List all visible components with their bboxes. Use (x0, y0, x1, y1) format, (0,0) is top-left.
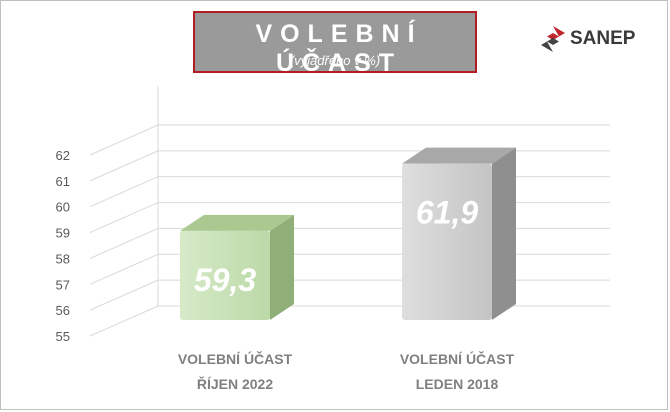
bar-side-face (270, 214, 294, 320)
bar-top-face (402, 147, 516, 164)
x-category-label: VOLEBNÍ ÚČAST LEDEN 2018 (377, 347, 537, 397)
bar-front-face (402, 163, 492, 320)
bar-top-face (180, 214, 294, 231)
chart-title: VOLEBNÍ ÚČAST (255, 20, 423, 77)
gridline-diagonal (89, 202, 159, 234)
x-category-label: VOLEBNÍ ÚČAST ŘÍJEN 2022 (155, 347, 315, 397)
gridline-diagonal (89, 305, 159, 337)
gridline-diagonal (89, 227, 159, 259)
x-category-label-line: VOLEBNÍ ÚČAST (177, 351, 293, 367)
y-tick-label: 57 (56, 277, 70, 292)
x-category-label-line: VOLEBNÍ ÚČAST (399, 351, 515, 367)
gridline-diagonal (89, 150, 159, 182)
y-tick-label: 55 (56, 329, 70, 344)
bar-2: 61,9 (402, 147, 516, 320)
gridline-diagonal (89, 279, 159, 311)
sanep-logo-text: SANEP (570, 28, 636, 49)
gridline-diagonal (89, 124, 159, 156)
chart-subtitle: (vyjádřeno v %) (289, 53, 381, 68)
gridline-diagonal (89, 176, 159, 208)
y-tick-label: 58 (56, 251, 70, 266)
gridline-diagonal (89, 253, 159, 285)
y-tick-label: 56 (56, 303, 70, 318)
chart-title-box: VOLEBNÍ ÚČAST (vyjádřeno v %) (193, 11, 477, 77)
bar-side-face (492, 147, 516, 320)
bar-front-face (180, 230, 270, 320)
sanep-logo-icon (541, 26, 565, 52)
y-tick-label: 60 (56, 200, 70, 215)
bar-value-label: 59,3 (194, 262, 256, 298)
bar-value-label: 61,9 (416, 195, 478, 231)
sanep-logo: SANEP (538, 24, 658, 56)
x-category-label-line: ŘÍJEN 2022 (196, 376, 274, 392)
y-tick-label: 59 (56, 226, 70, 241)
y-tick-label: 62 (56, 148, 70, 163)
x-category-label-line: LEDEN 2018 (415, 376, 499, 392)
bar-1: 59,3 (180, 214, 294, 320)
y-tick-label: 61 (56, 174, 70, 189)
